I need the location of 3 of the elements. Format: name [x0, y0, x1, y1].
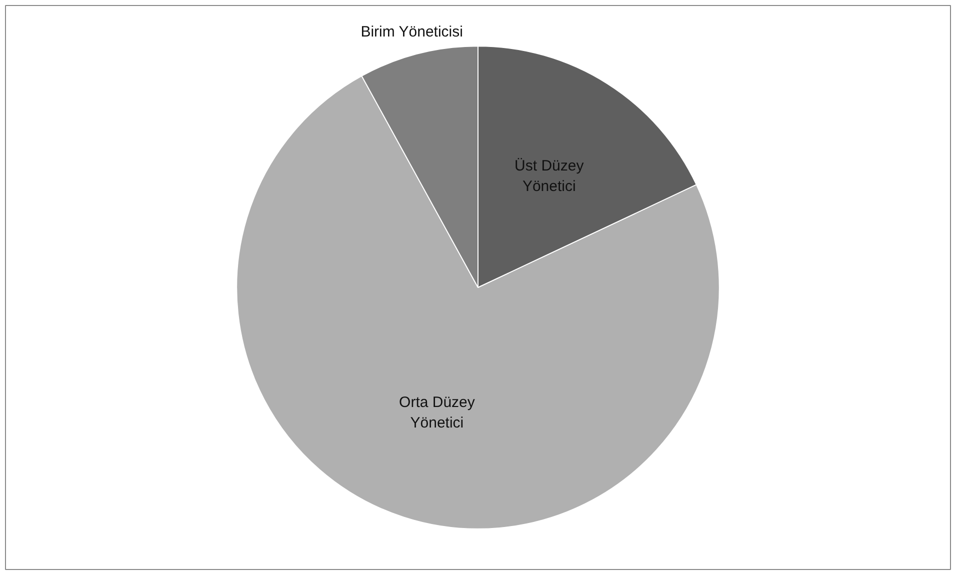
slice-label: Orta Düzey Yönetici [399, 394, 476, 432]
slice-label: Üst Düzey Yönetici [514, 157, 584, 195]
slice-label: Birim Yöneticisi [360, 24, 463, 41]
